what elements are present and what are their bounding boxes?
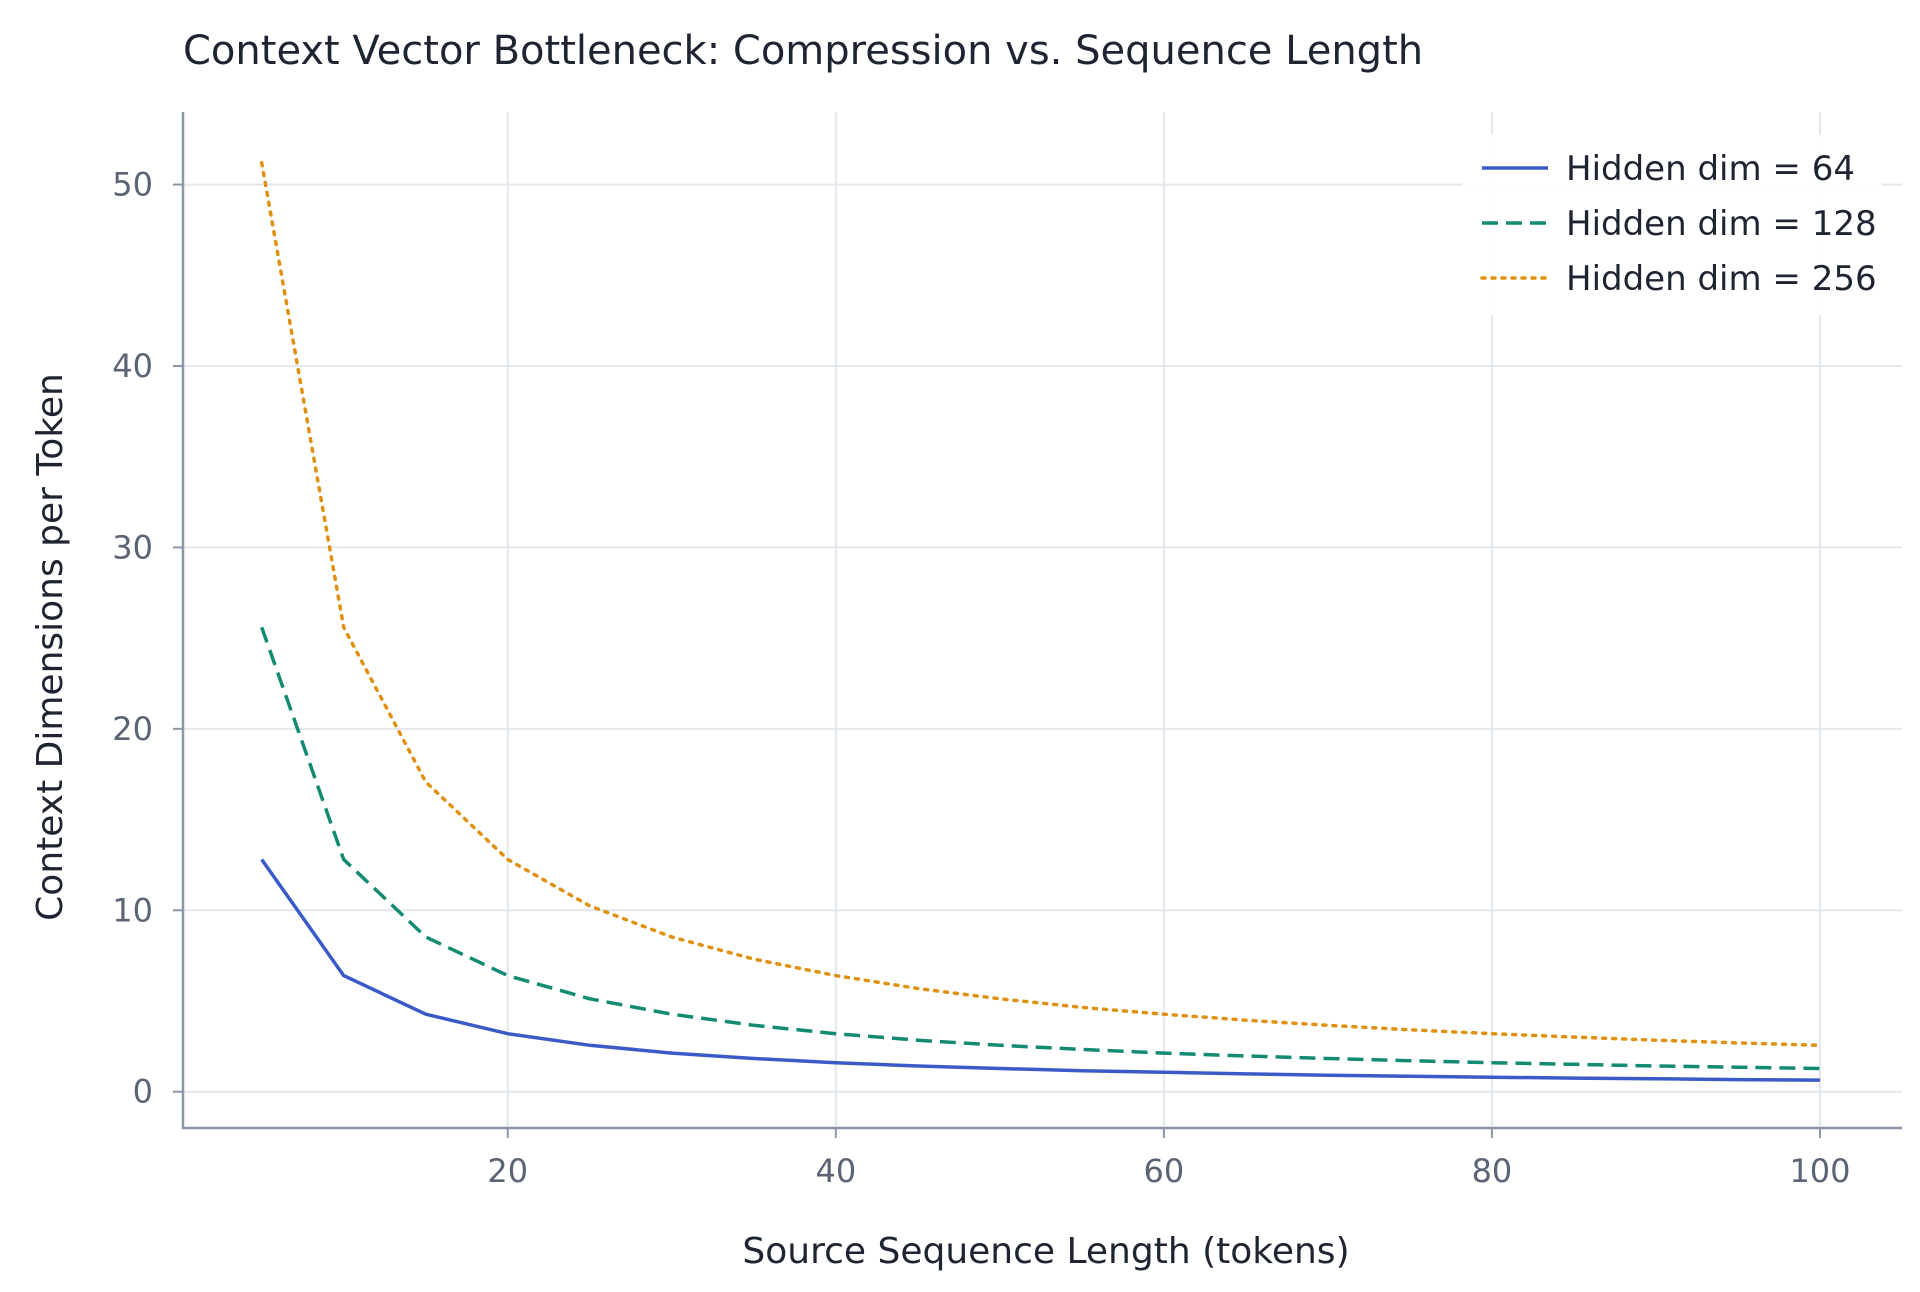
- legend-label-3: Hidden dim = 256: [1566, 259, 1877, 299]
- x-axis-label: Source Sequence Length (tokens): [742, 1231, 1349, 1272]
- series-1: [260, 858, 1821, 1082]
- chart-title: Context Vector Bottleneck: Compression v…: [183, 28, 1423, 74]
- axis-spines: [181, 112, 1902, 1130]
- y-tick-label: 50: [112, 166, 153, 204]
- legend-label-2: Hidden dim = 128: [1566, 204, 1877, 244]
- y-tick-label: 10: [112, 891, 153, 929]
- y-tick-label: 0: [133, 1073, 153, 1111]
- series-2: [260, 626, 1821, 1071]
- grid: [183, 112, 1902, 1128]
- y-tick-label: 30: [112, 528, 153, 566]
- series-line-1: [260, 858, 1821, 1082]
- series-line-2: [260, 626, 1821, 1071]
- x-axis-ticks: 20 40 60 80 100: [487, 1128, 1851, 1190]
- x-tick-label: 80: [1472, 1152, 1513, 1190]
- axes: [181, 112, 1902, 1130]
- x-tick-label: 40: [815, 1152, 856, 1190]
- y-tick-label: 40: [112, 347, 153, 385]
- legend: Hidden dim = 64 Hidden dim = 128 Hidden di…: [1462, 135, 1882, 315]
- x-tick-label: 60: [1144, 1152, 1185, 1190]
- y-axis-label: Context Dimensions per Token: [30, 373, 71, 921]
- y-tick-label: 20: [112, 710, 153, 748]
- legend-background: [1462, 135, 1882, 315]
- x-tick-label: 20: [487, 1152, 528, 1190]
- series-lines: [259, 161, 1822, 1082]
- legend-label-1: Hidden dim = 64: [1566, 149, 1855, 189]
- y-axis-ticks: 0 10 20 30 40 50: [112, 166, 183, 1111]
- x-tick-label: 100: [1789, 1152, 1850, 1190]
